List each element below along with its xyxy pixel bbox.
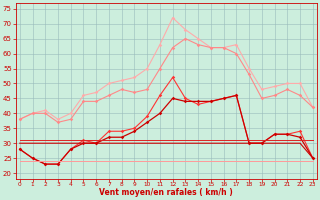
X-axis label: Vent moyen/en rafales ( km/h ): Vent moyen/en rafales ( km/h )	[100, 188, 233, 197]
